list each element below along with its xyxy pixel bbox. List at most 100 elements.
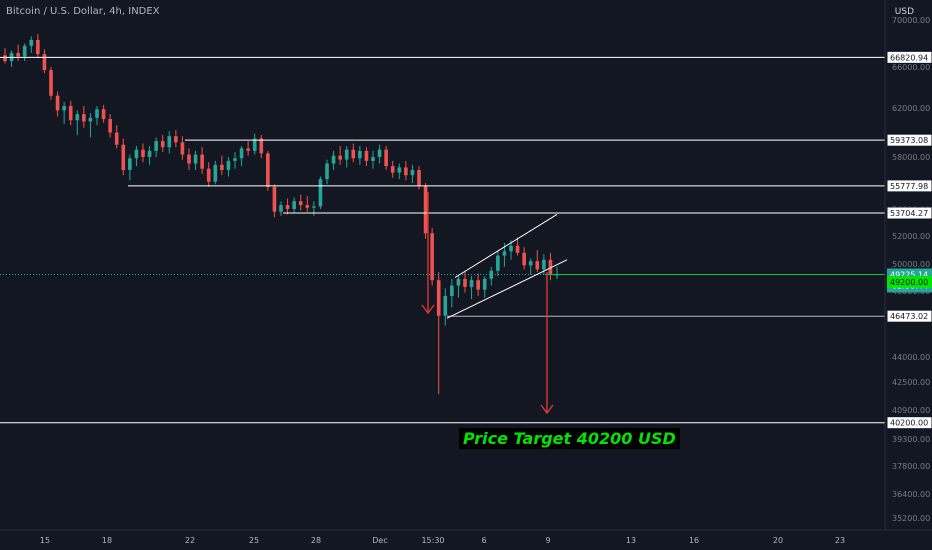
time-tick-label: 15:30	[421, 536, 444, 545]
price-tick-label: 52000.00	[892, 232, 930, 241]
level-price-label: 53704.27	[886, 206, 932, 220]
level-label-text: 53704.27	[890, 209, 928, 218]
candle-body	[42, 54, 47, 71]
candle-body	[496, 255, 500, 271]
price-tick-label: 35200.00	[892, 514, 930, 523]
price-tick-label: 42500.00	[892, 378, 930, 387]
candle-body	[29, 39, 34, 46]
channel-upper-line	[454, 213, 558, 278]
candle-body	[3, 55, 7, 62]
candle	[180, 136, 185, 160]
candle	[384, 145, 388, 170]
candle-body	[68, 105, 73, 121]
candle-body	[358, 150, 362, 159]
candle	[377, 144, 382, 164]
candle-body	[371, 157, 375, 161]
candle-body	[82, 114, 86, 122]
time-tick-label: 6	[481, 536, 486, 545]
time-tick-label: 15	[40, 536, 50, 545]
candle-body	[331, 155, 336, 164]
candle-body	[377, 149, 382, 157]
candle	[456, 274, 461, 298]
candle	[390, 160, 395, 178]
candle-body	[364, 150, 369, 161]
candle-body	[22, 45, 27, 57]
price-tick-label: 70000.00	[892, 16, 930, 25]
candle-body	[272, 186, 277, 212]
candle-body	[542, 259, 546, 270]
candle	[16, 44, 20, 62]
candle-body	[259, 138, 264, 154]
candle	[305, 196, 310, 212]
candle-body	[220, 164, 224, 170]
price-tick-label: 36400.00	[892, 490, 930, 499]
candle	[476, 273, 480, 296]
candle-body	[443, 295, 448, 316]
candle-body	[246, 148, 250, 151]
candle-body	[147, 150, 152, 157]
time-tick-label: 25	[249, 536, 259, 545]
candle-body	[180, 142, 185, 155]
price-axis-labels: 66820.94 59373.08 55777.98 53704.27 46473.02…	[886, 50, 932, 430]
time-tick-label: 13	[626, 536, 636, 545]
candle	[193, 150, 198, 170]
candle	[128, 154, 132, 181]
candle-body	[489, 270, 494, 279]
candle	[36, 34, 40, 58]
candle-body	[95, 109, 99, 118]
level-price-label: 46473.02	[886, 309, 932, 323]
support-resistance-lines	[0, 56, 885, 424]
price-tick-label: 40900.00	[892, 406, 930, 415]
candle-body	[344, 149, 349, 160]
time-tick-label: 9	[545, 536, 550, 545]
candle-body	[502, 251, 507, 256]
candle	[450, 278, 454, 308]
price-target-annotation: Price Target 40200 USD	[459, 428, 680, 449]
price-tick-label: 50000.00	[892, 260, 930, 269]
candle-body	[404, 167, 408, 176]
level-label-text: 66820.94	[890, 53, 928, 62]
currency-label[interactable]: USD	[894, 7, 914, 17]
candle	[206, 162, 211, 187]
candle	[351, 143, 356, 163]
candle	[371, 150, 375, 169]
candle-body	[410, 170, 415, 176]
candle	[42, 49, 47, 74]
candle-body	[55, 95, 60, 111]
candle-body	[141, 149, 145, 157]
candle	[3, 48, 7, 64]
candle	[279, 201, 283, 216]
price-axis[interactable]: 70000.0066000.0062000.0058000.0054000.00…	[884, 0, 930, 530]
candle	[167, 131, 172, 154]
candle	[410, 164, 415, 183]
arrow-head	[421, 304, 435, 315]
price-tick-label: 44000.00	[892, 353, 930, 362]
level-price-label: 59373.08	[886, 133, 932, 147]
candle	[266, 150, 270, 191]
candle-body	[36, 39, 40, 55]
candle-body	[305, 205, 310, 208]
candle	[49, 67, 53, 100]
time-axis[interactable]: 15 18 22 25 28 Dec 15:30 6 9 13 16 20 23	[0, 529, 932, 545]
candle-body	[338, 155, 342, 160]
candle-body	[16, 52, 20, 57]
candle	[55, 91, 60, 117]
candle	[114, 125, 119, 149]
candle	[318, 176, 323, 209]
candle-body	[226, 160, 231, 170]
candle-body	[239, 148, 244, 159]
candle-body	[128, 158, 132, 170]
candle-body	[292, 201, 296, 209]
drop-arrow-target	[540, 272, 554, 415]
candle-body	[187, 154, 191, 164]
candle	[239, 145, 244, 167]
candle	[233, 152, 237, 169]
candle-body	[160, 141, 165, 148]
price-tick-label: 37800.00	[892, 462, 930, 471]
level-price-label: 40200.00	[886, 416, 932, 430]
chart-title: Bitcoin / U.S. Dollar, 4h, INDEX	[6, 6, 160, 17]
candle-body	[101, 109, 106, 120]
candle-body	[469, 280, 474, 287]
candle	[364, 147, 369, 167]
